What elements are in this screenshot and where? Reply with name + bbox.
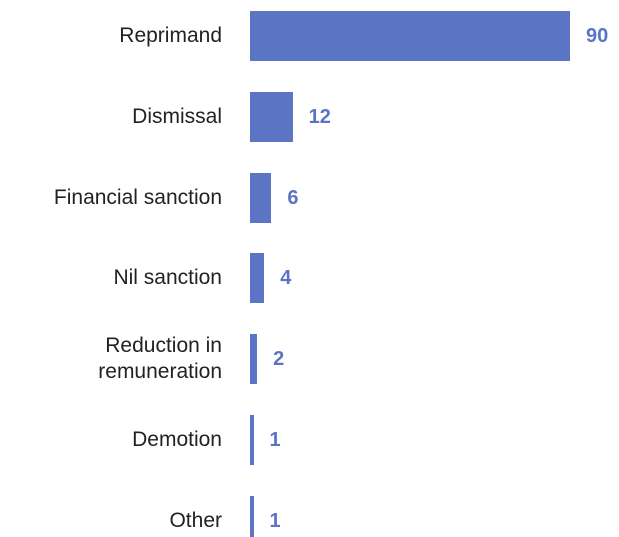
category-label: Nil sanction: [113, 266, 222, 290]
category-label: Reprimand: [119, 24, 222, 47]
bar: [250, 91, 293, 142]
value-label: 4: [280, 267, 292, 290]
bar: [250, 415, 254, 465]
category-label: Other: [169, 508, 222, 532]
value-label: 6: [287, 186, 299, 209]
category-label: Reduction in remuneration: [98, 334, 222, 384]
category-label: Demotion: [132, 428, 222, 451]
bar: [250, 334, 258, 385]
category-label: Financial sanction: [53, 185, 222, 209]
bar: [250, 253, 265, 304]
value-label: 90: [586, 25, 609, 47]
bar: [250, 495, 254, 537]
value-label: 1: [269, 509, 281, 532]
bar: [250, 172, 272, 223]
bar: [250, 11, 570, 61]
value-label: 12: [308, 105, 331, 128]
value-label: 2: [273, 348, 285, 371]
value-label: 1: [269, 429, 281, 451]
category-label: Dismissal: [132, 104, 222, 128]
